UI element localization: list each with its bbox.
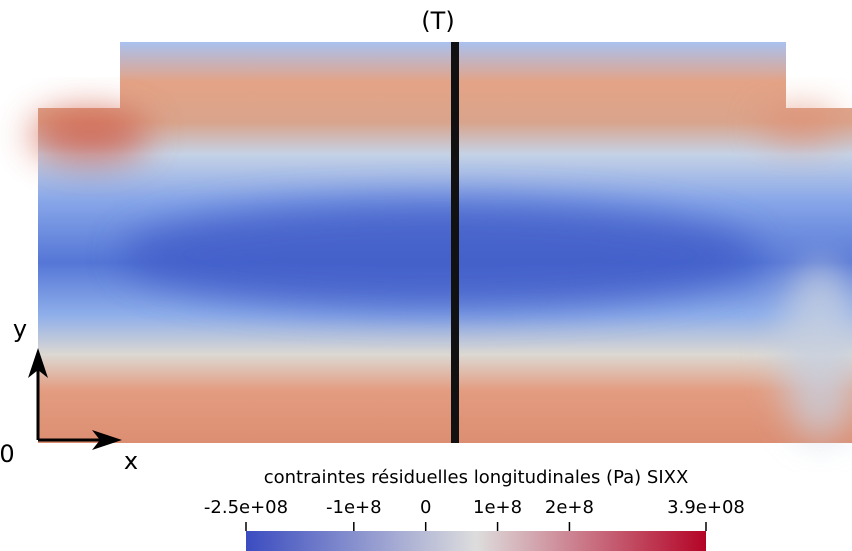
field (30, 42, 852, 443)
origin-label: 0 (0, 440, 15, 468)
colorbar-tick-label: -2.5e+08 (204, 497, 288, 518)
colorbar-tick-label: 3.9e+08 (667, 497, 745, 518)
axes-triad (28, 348, 122, 450)
colorbar-tick-label: -1e+8 (326, 497, 382, 518)
colorbar-tick-label: 2e+8 (545, 497, 594, 518)
colorbar-title: contraintes résiduelles longitudinales (… (264, 467, 689, 488)
colorbar-tick-label: 1e+8 (473, 497, 522, 518)
colorbar-tick-label: 0 (420, 497, 431, 518)
y-axis-label: y (13, 315, 27, 343)
x-axis-label: x (124, 447, 138, 475)
colorbar (246, 531, 706, 551)
line-label: (T) (421, 7, 454, 35)
